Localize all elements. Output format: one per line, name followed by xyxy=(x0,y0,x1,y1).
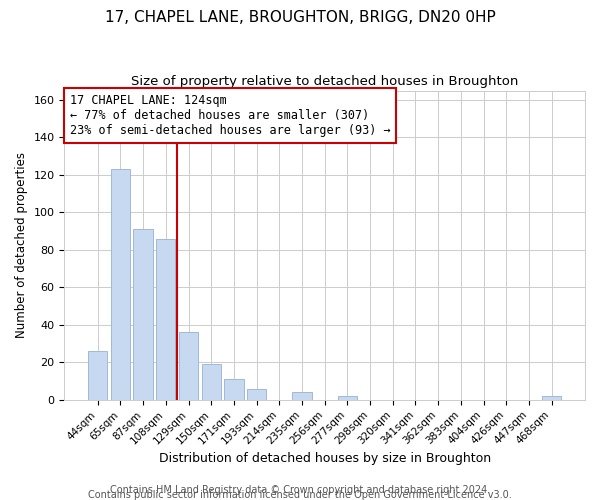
Bar xyxy=(224,379,244,400)
Bar xyxy=(338,396,357,400)
Bar xyxy=(179,332,198,400)
Y-axis label: Number of detached properties: Number of detached properties xyxy=(15,152,28,338)
Bar xyxy=(156,238,175,400)
Text: 17, CHAPEL LANE, BROUGHTON, BRIGG, DN20 0HP: 17, CHAPEL LANE, BROUGHTON, BRIGG, DN20 … xyxy=(104,10,496,25)
Text: 17 CHAPEL LANE: 124sqm
← 77% of detached houses are smaller (307)
23% of semi-de: 17 CHAPEL LANE: 124sqm ← 77% of detached… xyxy=(70,94,390,136)
Bar xyxy=(202,364,221,400)
X-axis label: Distribution of detached houses by size in Broughton: Distribution of detached houses by size … xyxy=(158,452,491,465)
Bar xyxy=(88,351,107,400)
Bar xyxy=(247,388,266,400)
Bar xyxy=(133,230,153,400)
Bar xyxy=(292,392,311,400)
Bar xyxy=(111,170,130,400)
Bar xyxy=(542,396,562,400)
Text: Contains HM Land Registry data © Crown copyright and database right 2024.: Contains HM Land Registry data © Crown c… xyxy=(110,485,490,495)
Title: Size of property relative to detached houses in Broughton: Size of property relative to detached ho… xyxy=(131,75,518,88)
Text: Contains public sector information licensed under the Open Government Licence v3: Contains public sector information licen… xyxy=(88,490,512,500)
